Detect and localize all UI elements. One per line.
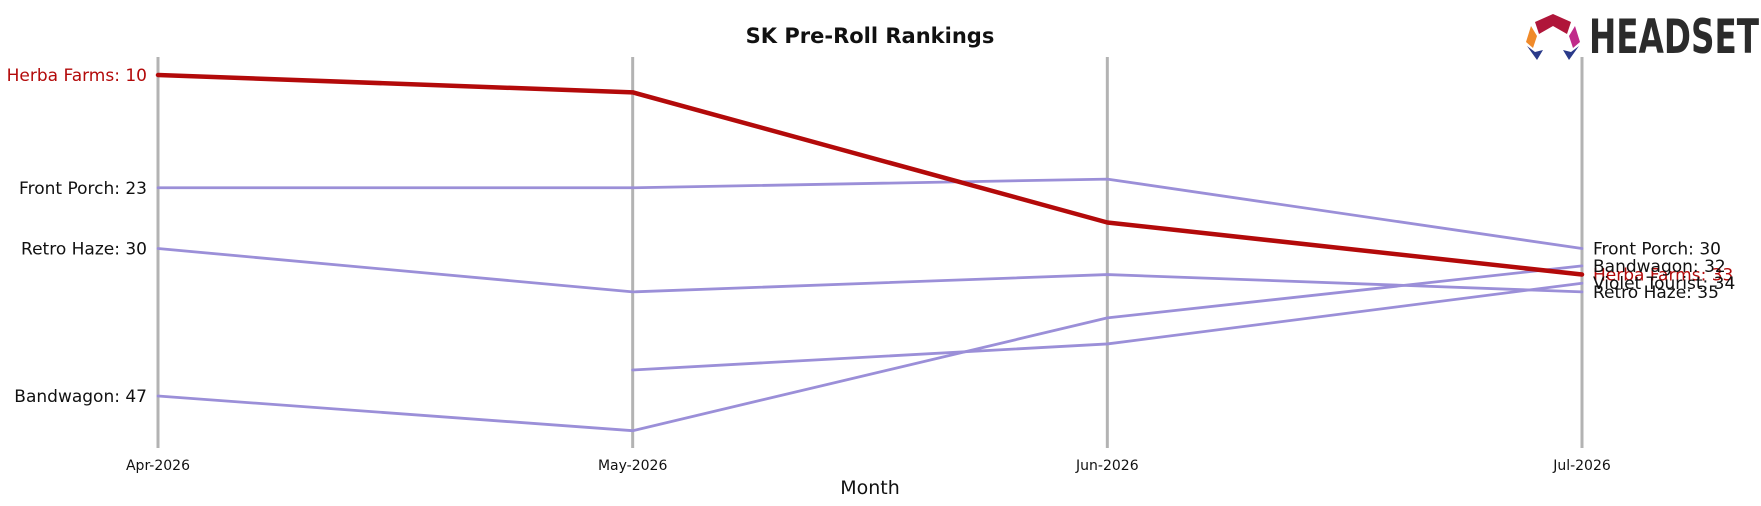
- start-label-herba-farms: Herba Farms: 10: [7, 66, 147, 86]
- x-tick-jun-2026: Jun-2026: [1075, 458, 1139, 474]
- end-label-front-porch: Front Porch: 30: [1593, 240, 1721, 260]
- series-line-violet-tourist: [631, 281, 1584, 372]
- start-label-retro-haze: Retro Haze: 30: [21, 240, 147, 260]
- month-gridlines: [156, 57, 1584, 448]
- logo-mark-top: [1535, 14, 1571, 34]
- headset-logo: HEADSET: [1526, 10, 1759, 65]
- logo-mark-left: [1526, 26, 1537, 48]
- start-label-bandwagon: Bandwagon: 47: [14, 387, 147, 407]
- end-label-bandwagon: Bandwagon: 32: [1593, 257, 1726, 277]
- logo-mark-bottom-right: [1563, 46, 1579, 60]
- x-tick-apr-2026: Apr-2026: [126, 458, 190, 474]
- series-line-bandwagon: [156, 264, 1584, 433]
- series-lines: [155, 72, 1585, 433]
- series-line-front-porch: [156, 177, 1584, 250]
- logo-mark-right: [1569, 26, 1580, 48]
- chart-title: SK Pre-Roll Rankings: [746, 24, 995, 48]
- series-line-retro-haze: [156, 247, 1584, 294]
- end-label-herba-farms: Herba Farms: 33: [1593, 266, 1733, 286]
- x-axis-ticks: Apr-2026 May-2026 Jun-2026 Jul-2026: [126, 458, 1611, 474]
- x-tick-may-2026: May-2026: [598, 458, 667, 474]
- logo-mark-bottom-left: [1527, 46, 1543, 60]
- start-label-front-porch: Front Porch: 23: [19, 179, 147, 199]
- x-axis-label: Month: [840, 477, 900, 499]
- series-line-herba-farms: [155, 72, 1585, 277]
- logo-text: HEADSET: [1589, 10, 1759, 65]
- x-tick-jul-2026: Jul-2026: [1552, 458, 1611, 474]
- series-labels: Herba Farms: 10 Herba Farms: 33 Front Porc…: [7, 66, 1736, 407]
- end-label-retro-haze: Retro Haze: 35: [1593, 283, 1719, 303]
- end-label-violet-tourist: Violet Tourist: 34: [1593, 274, 1735, 294]
